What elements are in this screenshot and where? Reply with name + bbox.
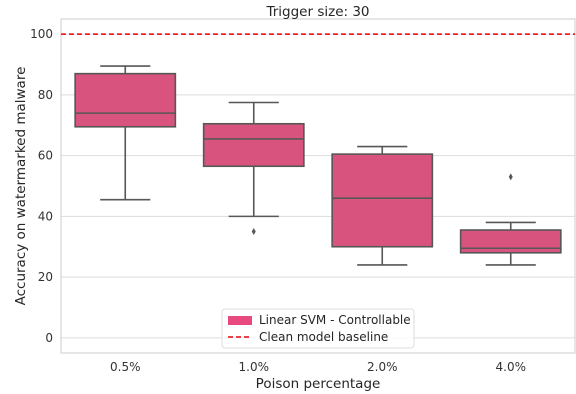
legend-box-patch xyxy=(228,316,252,325)
y-tick-label: 20 xyxy=(38,270,53,284)
y-tick-label: 0 xyxy=(45,331,53,345)
y-tick-label: 100 xyxy=(30,27,53,41)
box-group xyxy=(74,65,177,201)
x-tick-labels: 0.5% 1.0% 2.0% 4.0% xyxy=(110,360,526,374)
legend-label-baseline: Clean model baseline xyxy=(259,330,388,344)
outlier-point xyxy=(251,228,256,236)
y-tick-labels: 0 20 40 60 80 100 xyxy=(30,27,53,345)
iqr-box xyxy=(74,72,177,128)
y-tick-label: 60 xyxy=(38,149,53,163)
y-axis-title: Accuracy on watermarked malware xyxy=(13,67,29,306)
box-group xyxy=(331,145,434,266)
plot-area-frame xyxy=(60,18,576,354)
x-tick-label: 1.0% xyxy=(239,360,270,374)
iqr-box xyxy=(202,122,305,168)
legend: Linear SVM - Controllable Clean model ba… xyxy=(221,308,415,349)
x-tick-label: 2.0% xyxy=(367,360,398,374)
legend-label-series: Linear SVM - Controllable xyxy=(259,313,411,327)
box-group xyxy=(459,173,562,266)
legend-frame xyxy=(221,308,415,349)
x-tick-label: 0.5% xyxy=(110,360,141,374)
y-tick-label: 40 xyxy=(38,209,53,223)
x-axis-title: Poison percentage xyxy=(256,376,381,392)
y-tick-label: 80 xyxy=(38,88,53,102)
box-group xyxy=(202,101,305,236)
chart-title: Trigger size: 30 xyxy=(265,4,369,20)
iqr-box xyxy=(331,153,434,248)
boxes xyxy=(74,65,562,266)
outlier-point xyxy=(508,173,513,181)
x-tick-label: 4.0% xyxy=(496,360,527,374)
iqr-box xyxy=(459,229,562,254)
